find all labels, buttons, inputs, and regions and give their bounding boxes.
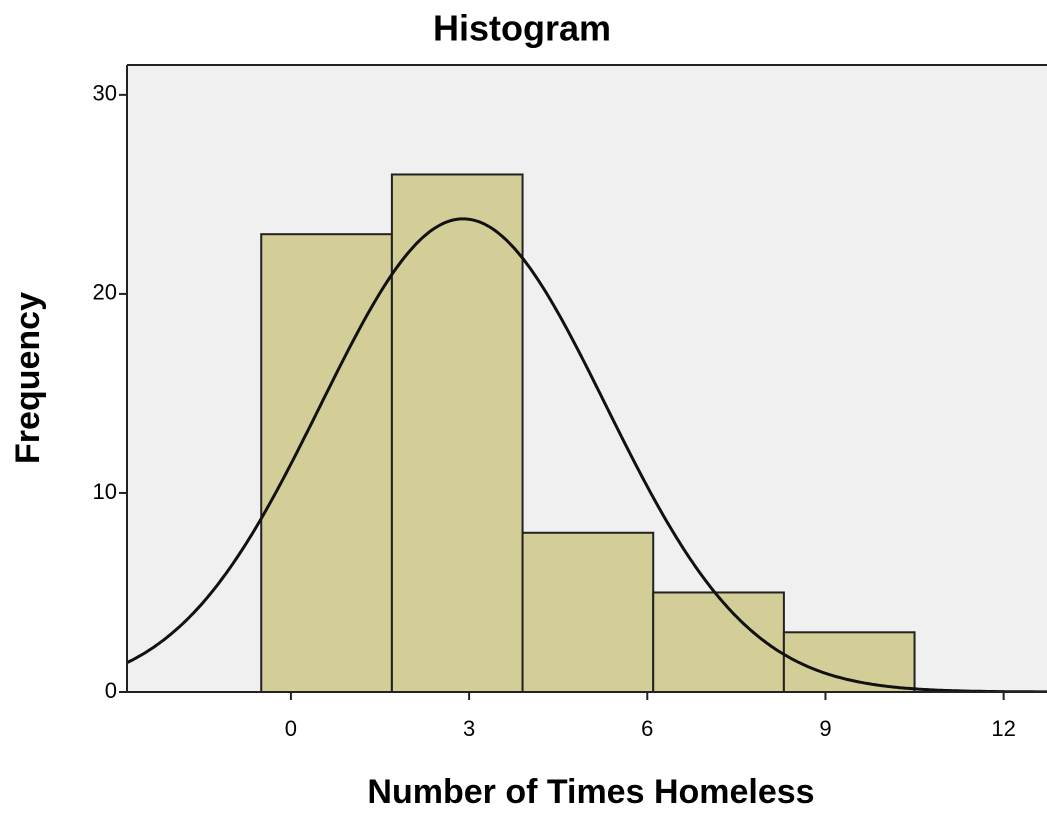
x-tick-label: 12 <box>991 716 1015 741</box>
bar <box>652 591 785 694</box>
y-tick-label: 30 <box>93 81 117 106</box>
y-tick-label: 0 <box>105 678 117 703</box>
y-tick-label: 20 <box>93 280 117 305</box>
bar <box>521 531 655 693</box>
y-axis-label: Frequency <box>9 292 47 464</box>
bar <box>390 173 524 693</box>
x-tick-label: 6 <box>641 716 653 741</box>
bar <box>782 631 916 693</box>
x-tick-label: 3 <box>463 716 475 741</box>
normal-curve <box>127 217 1047 692</box>
y-tick-label: 10 <box>93 479 117 504</box>
x-tick-label: 0 <box>285 716 297 741</box>
x-axis-label: Number of Times Homeless <box>367 773 814 811</box>
x-tick-label: 9 <box>819 716 831 741</box>
bar <box>260 233 393 693</box>
chart-title: Histogram <box>433 8 611 49</box>
